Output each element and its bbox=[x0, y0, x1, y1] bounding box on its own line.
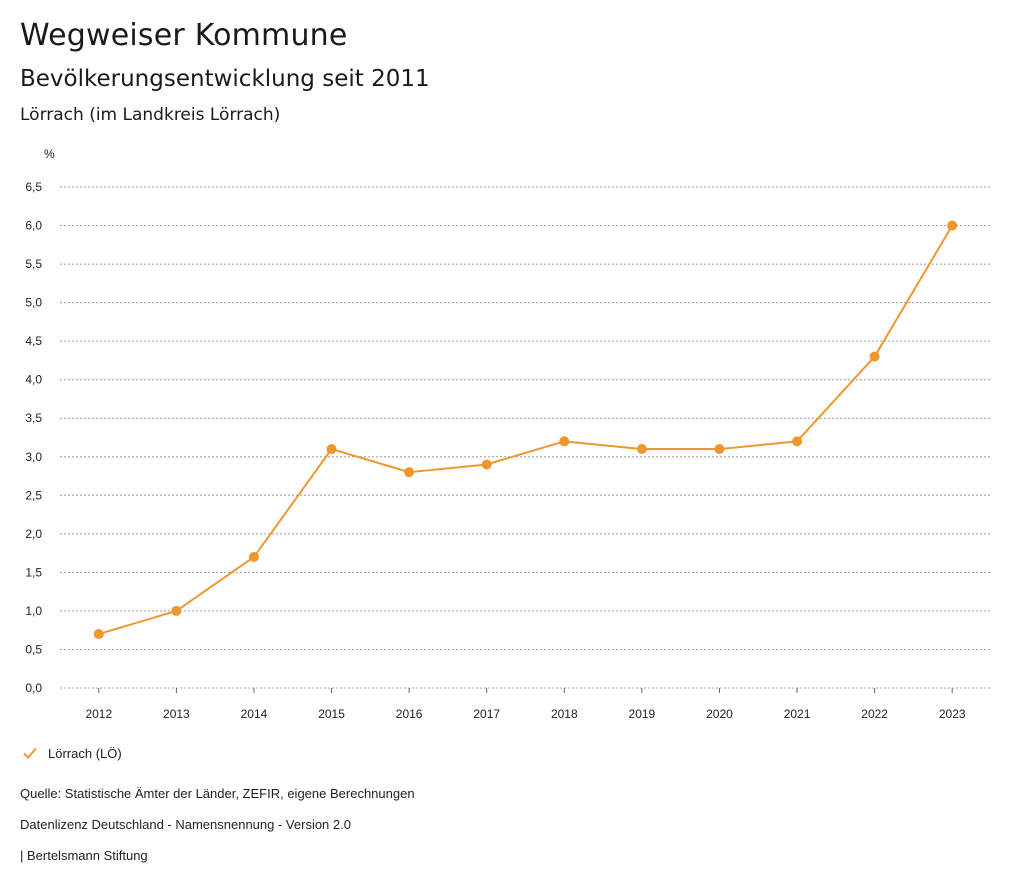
y-tick-label: 6,5 bbox=[25, 180, 42, 194]
license-note: Datenlizenz Deutschland - Namensnennung … bbox=[20, 817, 351, 832]
chart-subtitle: Bevölkerungsentwicklung seit 2011 bbox=[20, 66, 430, 92]
x-tick-label: 2021 bbox=[784, 707, 811, 721]
x-tick-label: 2017 bbox=[473, 707, 500, 721]
data-point[interactable] bbox=[714, 444, 725, 455]
chart-title: Wegweiser Kommune bbox=[20, 18, 348, 53]
y-axis-unit: % bbox=[44, 147, 55, 161]
y-tick-label: 3,0 bbox=[25, 450, 42, 464]
data-point[interactable] bbox=[171, 605, 182, 616]
series-group bbox=[93, 220, 958, 640]
y-tick-label: 4,0 bbox=[25, 373, 42, 387]
x-tick-label: 2023 bbox=[939, 707, 966, 721]
y-tick-label: 0,0 bbox=[25, 681, 42, 695]
data-point[interactable] bbox=[248, 551, 259, 562]
data-point[interactable] bbox=[481, 459, 492, 470]
y-tick-label: 5,0 bbox=[25, 296, 42, 310]
legend[interactable]: Lörrach (LÖ) bbox=[22, 745, 122, 761]
series-line bbox=[98, 225, 954, 636]
data-point[interactable] bbox=[636, 444, 647, 455]
x-tick-label: 2020 bbox=[706, 707, 733, 721]
legend-label: Lörrach (LÖ) bbox=[48, 745, 122, 761]
x-tick-label: 2018 bbox=[551, 707, 578, 721]
x-tick-label: 2022 bbox=[861, 707, 888, 721]
data-point[interactable] bbox=[792, 436, 803, 447]
x-tick-label: 2019 bbox=[629, 707, 656, 721]
data-point[interactable] bbox=[326, 444, 337, 455]
region-label: Lörrach (im Landkreis Lörrach) bbox=[20, 105, 281, 125]
x-tick-label: 2016 bbox=[396, 707, 423, 721]
check-icon bbox=[23, 747, 37, 759]
data-point[interactable] bbox=[93, 629, 104, 640]
x-tick-label: 2014 bbox=[241, 707, 268, 721]
x-tick-label: 2015 bbox=[318, 707, 345, 721]
source-note: Quelle: Statistische Ämter der Länder, Z… bbox=[20, 786, 415, 801]
y-tick-label: 3,5 bbox=[25, 411, 42, 425]
gridlines bbox=[60, 186, 991, 689]
publisher-note: | Bertelsmann Stiftung bbox=[20, 848, 148, 863]
y-tick-label: 1,0 bbox=[25, 604, 42, 618]
data-point[interactable] bbox=[869, 351, 880, 362]
y-tick-label: 2,0 bbox=[25, 527, 42, 541]
y-axis-ticks: 0,0 0,5 1,0 1,5 2,0 2,5 3,0 3,5 4,0 4,5 5,0 5,5 6,0 6… bbox=[25, 180, 42, 695]
data-point[interactable] bbox=[559, 436, 570, 447]
y-tick-label: 4,5 bbox=[25, 334, 42, 348]
data-point[interactable] bbox=[404, 467, 415, 478]
y-tick-label: 1,5 bbox=[25, 565, 42, 579]
y-tick-label: 5,5 bbox=[25, 257, 42, 271]
y-tick-label: 0,5 bbox=[25, 642, 42, 656]
x-tick-label: 2013 bbox=[163, 707, 190, 721]
line-chart: 0,0 0,5 1,0 1,5 2,0 2,5 3,0 3,5 4,0 4,5 5,0 5,5 6,0 6… bbox=[25, 180, 991, 721]
data-point[interactable] bbox=[947, 220, 958, 231]
y-tick-label: 6,0 bbox=[25, 219, 42, 233]
y-tick-label: 2,5 bbox=[25, 488, 42, 502]
x-tick-label: 2012 bbox=[85, 707, 112, 721]
x-axis-ticks: 2012 2013 2014 2015 2016 2017 2018 2019 2020 2021… bbox=[85, 688, 966, 721]
